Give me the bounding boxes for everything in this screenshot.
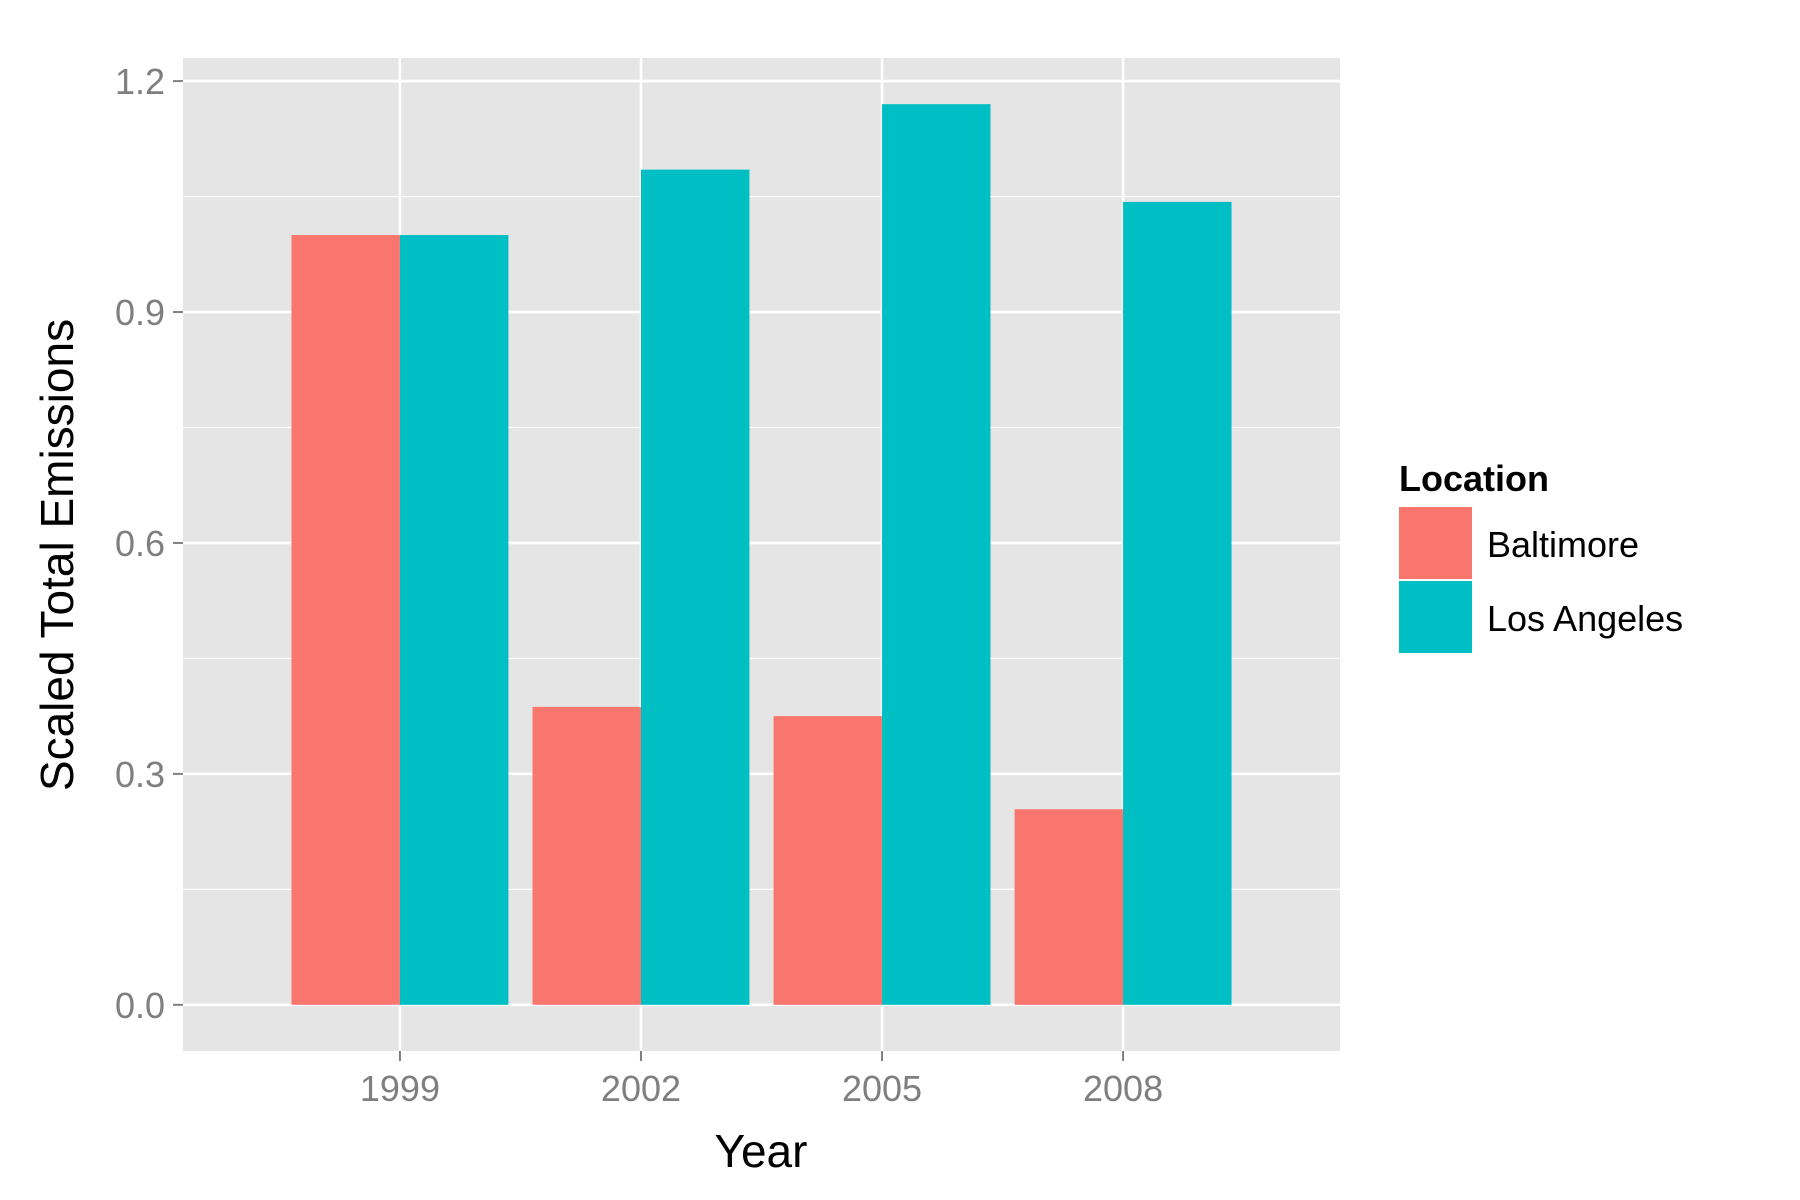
bars xyxy=(291,104,1232,1005)
legend-label-los-angeles: Los Angeles xyxy=(1487,598,1683,639)
bar-baltimore-2008 xyxy=(1014,809,1124,1005)
bar-baltimore-1999 xyxy=(291,235,400,1005)
x-axis-title: Year xyxy=(715,1125,808,1177)
bar-baltimore-2005 xyxy=(773,716,883,1005)
x-tick-label: 2005 xyxy=(842,1068,922,1109)
x-tick-label: 2008 xyxy=(1083,1068,1163,1109)
legend-title: Location xyxy=(1399,458,1549,499)
bar-baltimore-2002 xyxy=(532,706,641,1005)
x-tick-label: 2002 xyxy=(601,1068,681,1109)
legend-label-baltimore: Baltimore xyxy=(1487,524,1639,565)
y-tick-label: 0.6 xyxy=(115,523,165,564)
y-tick-label: 0.0 xyxy=(115,985,165,1026)
x-tick-label: 1999 xyxy=(360,1068,440,1109)
bar-los-angeles-2005 xyxy=(882,104,991,1005)
legend-swatch-baltimore xyxy=(1399,507,1472,579)
legend-swatch-los-angeles xyxy=(1399,581,1472,653)
legend: Location Baltimore Los Angeles xyxy=(1399,458,1683,653)
bar-los-angeles-2002 xyxy=(640,169,750,1005)
y-axis-title: Scaled Total Emissions xyxy=(31,319,83,791)
bar-los-angeles-2008 xyxy=(1123,201,1232,1005)
y-tick-label: 0.9 xyxy=(115,292,165,333)
y-tick-label: 0.3 xyxy=(115,754,165,795)
axes: 0.0 0.3 0.6 0.9 1.2 1999 2002 2005 2008 xyxy=(115,61,1163,1109)
y-tick-label: 1.2 xyxy=(115,61,165,102)
bar-los-angeles-1999 xyxy=(399,235,509,1005)
